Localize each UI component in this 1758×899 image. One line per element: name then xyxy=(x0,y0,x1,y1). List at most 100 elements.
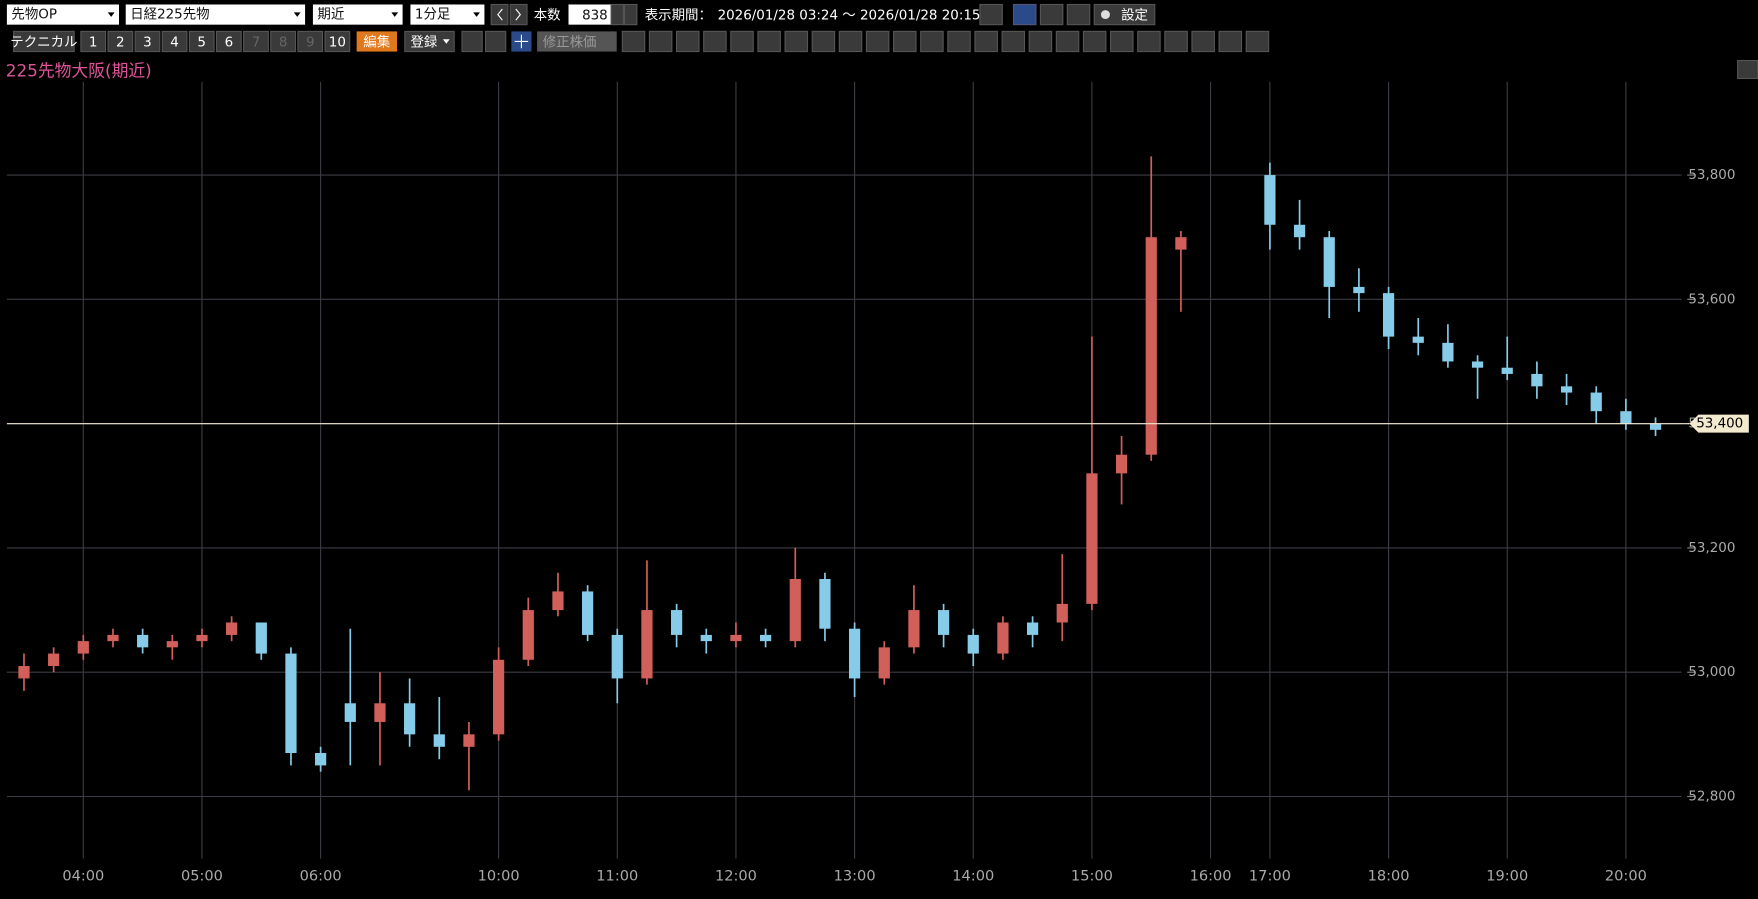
drawing-tool-button[interactable] xyxy=(1218,30,1243,53)
candle-body xyxy=(997,622,1009,654)
count-input[interactable] xyxy=(568,4,612,25)
drawing-tool-button[interactable] xyxy=(1164,30,1188,53)
preset-label: 9 xyxy=(306,36,315,51)
edit-label: 編集 xyxy=(363,35,390,51)
adjusted-label: 修正株価 xyxy=(543,35,597,51)
preset-button[interactable] xyxy=(134,30,161,53)
preset-button[interactable] xyxy=(107,30,134,53)
candle-body xyxy=(522,610,534,660)
candle-body xyxy=(1531,373,1543,387)
drawing-tool-button[interactable] xyxy=(893,30,917,53)
preset-button[interactable] xyxy=(324,30,351,53)
select-arrow xyxy=(442,39,450,44)
drawing-tool-button[interactable] xyxy=(757,30,781,53)
x-tick-label: 05:00 xyxy=(181,868,223,885)
drawing-tool-button[interactable] xyxy=(865,30,890,53)
drawing-tool-button[interactable] xyxy=(1191,30,1215,53)
drawing-tool-button[interactable] xyxy=(648,30,673,53)
zoom-out-button[interactable] xyxy=(484,30,507,53)
technical-button[interactable] xyxy=(13,30,75,53)
candle-body xyxy=(18,665,30,679)
y-tick-label: 53,800 xyxy=(1688,168,1735,183)
next-button[interactable] xyxy=(509,3,528,26)
preset-button[interactable] xyxy=(80,30,107,53)
candle-body xyxy=(848,628,861,679)
drawing-tool-button[interactable] xyxy=(1055,30,1080,53)
count-value: 838 xyxy=(582,9,608,24)
drawing-tool-button[interactable] xyxy=(784,30,809,53)
icon xyxy=(514,34,529,49)
select-text: 先物OP xyxy=(11,7,57,23)
preset-button[interactable] xyxy=(188,30,215,53)
drawing-tool-button[interactable] xyxy=(1110,30,1134,53)
settings-button[interactable] xyxy=(1093,3,1156,26)
candle-body xyxy=(1323,237,1335,287)
drawing-tool-button[interactable] xyxy=(1137,30,1161,53)
prev-button[interactable] xyxy=(490,3,509,26)
adjusted-select[interactable] xyxy=(537,31,617,52)
drawing-tool-button[interactable] xyxy=(974,30,998,53)
select-arrow xyxy=(107,12,115,17)
candle-body xyxy=(77,641,89,654)
preset-button[interactable] xyxy=(243,30,269,53)
export-button[interactable] xyxy=(1066,3,1091,26)
drawing-tool-button[interactable] xyxy=(811,30,836,53)
drawing-tool-button[interactable] xyxy=(730,30,754,53)
candle-body xyxy=(878,647,890,679)
candle-body xyxy=(1620,411,1632,424)
panel-toggle[interactable] xyxy=(1737,59,1758,80)
preset-label: 3 xyxy=(143,36,152,51)
drawing-tool-button[interactable] xyxy=(1082,30,1107,53)
x-tick-label: 10:00 xyxy=(478,868,520,885)
spin-down[interactable] xyxy=(610,3,624,26)
candle-body xyxy=(582,591,594,635)
drawing-tool-button[interactable] xyxy=(1028,30,1053,53)
drawing-tool-button[interactable] xyxy=(703,30,727,53)
drawing-tool-button[interactable] xyxy=(920,30,944,53)
period-label: 表示期間： xyxy=(645,8,712,24)
print-button[interactable] xyxy=(1039,3,1064,26)
select-box[interactable] xyxy=(6,4,119,25)
chart-mode-button[interactable] xyxy=(1012,3,1037,26)
candle-body xyxy=(1175,237,1187,250)
candle-body xyxy=(937,610,950,635)
edit-button[interactable] xyxy=(356,31,397,52)
select-arrow xyxy=(293,12,301,17)
undo-button[interactable] xyxy=(979,3,1003,26)
candle-body xyxy=(1590,392,1602,412)
register-button[interactable] xyxy=(404,30,455,53)
candle-body xyxy=(48,653,60,666)
x-tick-label: 11:00 xyxy=(596,868,638,885)
preset-button[interactable] xyxy=(270,30,296,53)
drawing-tool-button[interactable] xyxy=(838,30,863,53)
drawing-tool-button[interactable] xyxy=(675,30,700,53)
chart-title: 225先物大阪(期近) xyxy=(6,61,152,81)
count-label: 本数 xyxy=(534,8,561,24)
zoom-in-button[interactable] xyxy=(461,30,483,53)
spin-up[interactable] xyxy=(623,3,638,26)
candle-body xyxy=(344,703,356,722)
select-text: 期近 xyxy=(317,7,344,23)
candle-body xyxy=(1649,423,1662,430)
preset-button[interactable] xyxy=(297,30,324,53)
x-tick-label: 12:00 xyxy=(715,868,757,885)
select-arrow xyxy=(473,12,480,17)
drawing-tool-button[interactable] xyxy=(1001,30,1026,53)
x-tick-label: 15:00 xyxy=(1071,868,1113,885)
select-box[interactable] xyxy=(410,4,485,25)
preset-button[interactable] xyxy=(161,30,188,53)
select-text: 1分足 xyxy=(415,7,450,23)
candle-body xyxy=(789,578,801,642)
y-tick-label: 52,800 xyxy=(1688,790,1735,805)
drawing-tool-button[interactable] xyxy=(621,30,646,53)
icon xyxy=(515,8,522,21)
preset-label: 8 xyxy=(279,36,288,51)
select-box[interactable] xyxy=(125,4,306,25)
preset-button[interactable] xyxy=(215,30,242,53)
select-box[interactable] xyxy=(312,4,403,25)
preset-label: 1 xyxy=(89,36,98,51)
candle-body xyxy=(107,634,119,642)
drawing-tool-button[interactable] xyxy=(1245,30,1270,53)
x-tick-label: 14:00 xyxy=(952,868,994,885)
drawing-tool-button[interactable] xyxy=(947,30,971,53)
